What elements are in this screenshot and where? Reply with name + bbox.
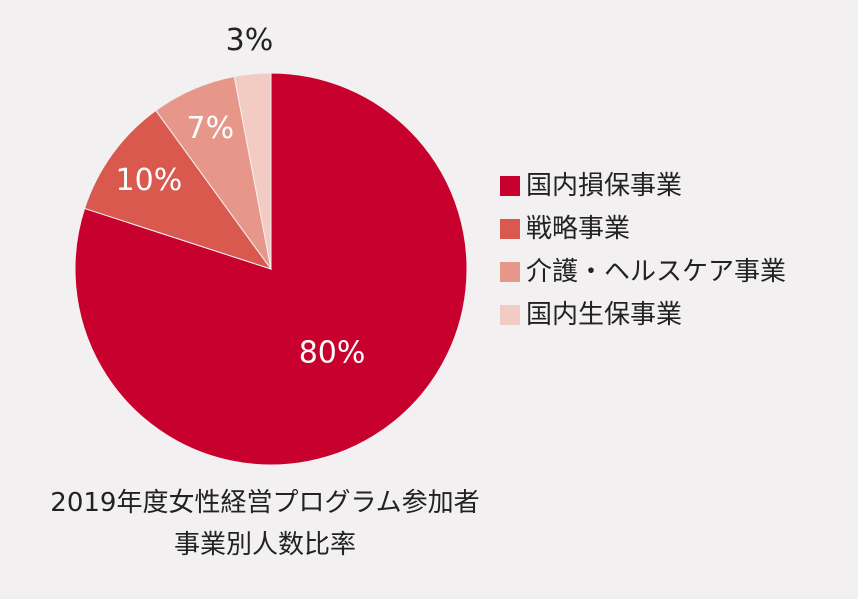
pie-slice-3 (233, 72, 272, 270)
legend-label-0: 国内損保事業 (526, 171, 683, 201)
chart-caption: 2019年度女性経営プログラム参加者 事業別人数比率 (0, 482, 530, 566)
legend-label-3: 国内生保事業 (526, 300, 683, 330)
legend-swatch-0 (500, 176, 520, 196)
legend-label-1: 戦略事業 (526, 214, 631, 244)
pie-data-labels: 80% 10%7% 3% (116, 23, 366, 370)
legend-item-3: 国内生保事業 (496, 295, 846, 338)
legend-item-1: 戦略事業 (496, 209, 846, 252)
pie-data-label-2: 7% (186, 111, 234, 146)
legend-item-2: 介護・ヘルスケア事業 (496, 252, 846, 295)
chart-title: 2019年度女性経営プログラム参加者 (50, 488, 480, 518)
pie-slices (74, 72, 468, 466)
legend-swatch-1 (500, 219, 520, 239)
legend-swatch-3 (500, 305, 520, 325)
pie-data-label-3: 3% (226, 23, 274, 58)
legend-swatch-2 (500, 262, 520, 282)
legend: 国内損保事業 戦略事業 介護・ヘルスケア事業 国内生保事業 (496, 166, 846, 338)
chart-subtitle: 事業別人数比率 (173, 530, 356, 560)
legend-label-2: 介護・ヘルスケア事業 (526, 257, 787, 287)
pie-data-label-1: 10% (116, 163, 183, 198)
pie-data-label-0: 80% (299, 336, 366, 371)
legend-item-0: 国内損保事業 (496, 166, 846, 209)
pie-slice-1 (83, 109, 273, 270)
